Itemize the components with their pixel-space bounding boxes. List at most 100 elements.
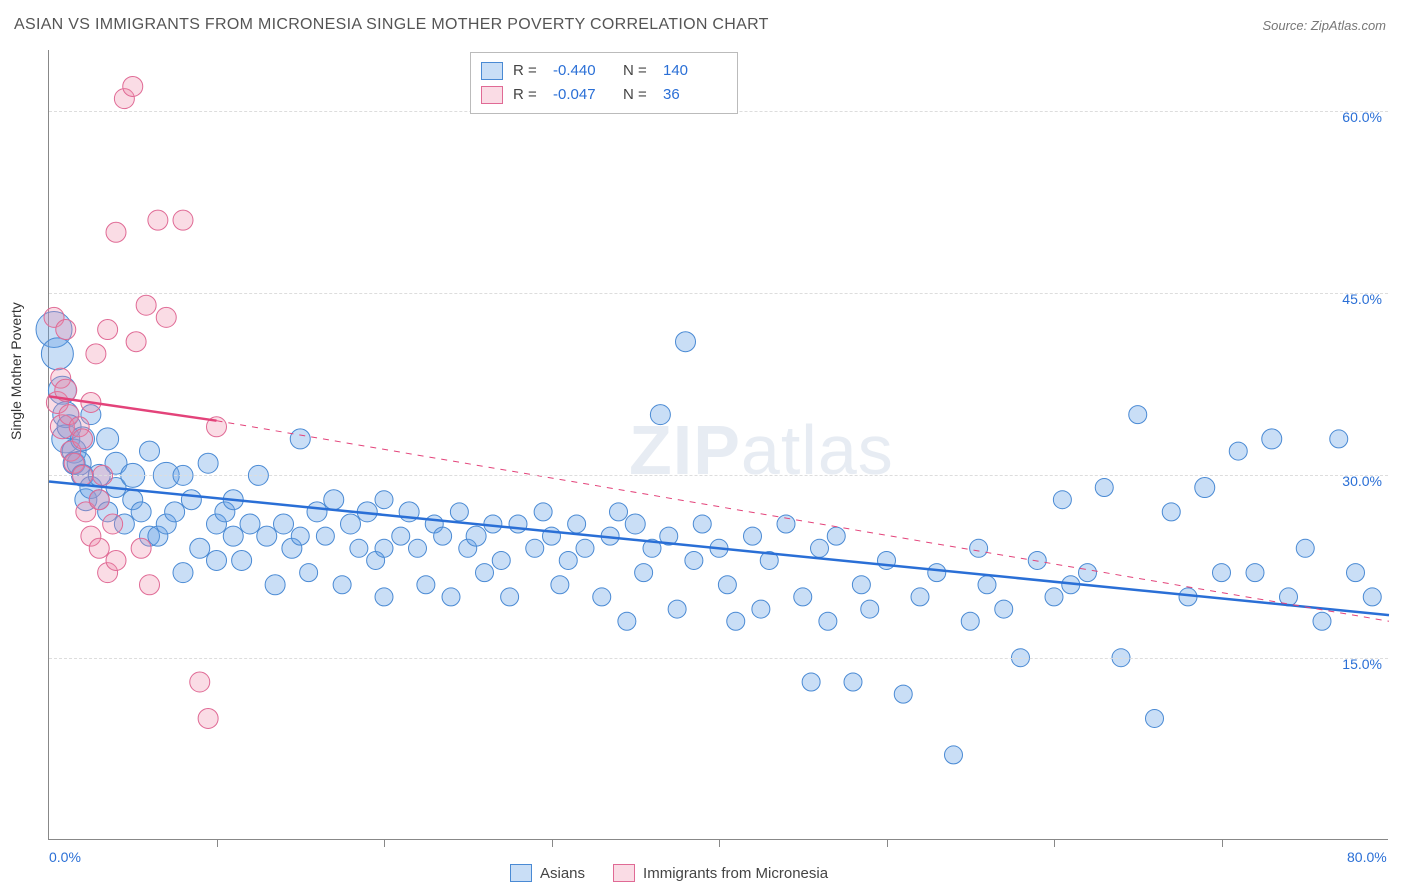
data-point: [41, 338, 73, 370]
data-point: [1162, 503, 1180, 521]
data-point: [1313, 612, 1331, 630]
data-point: [1330, 430, 1348, 448]
data-point: [165, 502, 185, 522]
data-point: [635, 564, 653, 582]
data-point: [126, 332, 146, 352]
data-point: [181, 490, 201, 510]
data-point: [450, 503, 468, 521]
data-point: [894, 685, 912, 703]
data-point: [576, 539, 594, 557]
legend-item-micronesia: Immigrants from Micronesia: [613, 864, 828, 882]
data-point: [1079, 564, 1097, 582]
data-point: [744, 527, 762, 545]
data-point: [1347, 564, 1365, 582]
data-point: [1213, 564, 1231, 582]
data-point: [392, 527, 410, 545]
data-point: [290, 429, 310, 449]
data-point: [844, 673, 862, 691]
ytick-label: 60.0%: [1342, 109, 1382, 125]
data-point: [526, 539, 544, 557]
data-point: [300, 564, 318, 582]
legend-series: Asians Immigrants from Micronesia: [510, 864, 828, 882]
legend-swatch-asians-icon: [510, 864, 532, 882]
chart-title: ASIAN VS IMMIGRANTS FROM MICRONESIA SING…: [14, 16, 769, 34]
data-point: [1045, 588, 1063, 606]
data-point: [232, 550, 252, 570]
data-point: [131, 538, 151, 558]
data-point: [316, 527, 334, 545]
data-point: [240, 514, 260, 534]
data-point: [106, 550, 126, 570]
data-point: [559, 551, 577, 569]
data-point: [961, 612, 979, 630]
data-point: [668, 600, 686, 618]
data-point: [819, 612, 837, 630]
data-point: [140, 575, 160, 595]
data-point: [417, 576, 435, 594]
data-point: [291, 527, 309, 545]
data-point: [89, 490, 109, 510]
data-point: [409, 539, 427, 557]
data-point: [727, 612, 745, 630]
chart-container: ASIAN VS IMMIGRANTS FROM MICRONESIA SING…: [0, 0, 1406, 892]
data-point: [265, 575, 285, 595]
data-point: [333, 576, 351, 594]
stat-micro-n: 36: [663, 83, 723, 107]
data-point: [568, 515, 586, 533]
xtick-label: 0.0%: [49, 849, 81, 865]
data-point: [375, 491, 393, 509]
y-axis-label: Single Mother Poverty: [8, 302, 24, 440]
data-point: [190, 672, 210, 692]
legend-stats-row-asians: R = -0.440 N = 140: [481, 59, 723, 83]
stat-label-n: N =: [623, 59, 653, 83]
data-point: [89, 538, 109, 558]
stat-asians-n: 140: [663, 59, 723, 83]
data-point: [970, 539, 988, 557]
data-point: [98, 320, 118, 340]
data-point: [140, 441, 160, 461]
data-point: [718, 576, 736, 594]
legend-stats: R = -0.440 N = 140 R = -0.047 N = 36: [470, 52, 738, 114]
data-point: [534, 503, 552, 521]
data-point: [97, 428, 119, 450]
data-point: [852, 576, 870, 594]
data-point: [148, 210, 168, 230]
data-point: [650, 405, 670, 425]
data-point: [324, 490, 344, 510]
data-point: [466, 526, 486, 546]
data-point: [223, 526, 243, 546]
swatch-asians-icon: [481, 62, 503, 80]
data-point: [911, 588, 929, 606]
data-point: [198, 708, 218, 728]
data-point: [794, 588, 812, 606]
stat-asians-r: -0.440: [553, 59, 613, 83]
data-point: [73, 429, 93, 449]
data-point: [190, 538, 210, 558]
data-point: [625, 514, 645, 534]
data-point: [995, 600, 1013, 618]
data-point: [752, 600, 770, 618]
xtick-label: 80.0%: [1347, 849, 1387, 865]
data-point: [136, 295, 156, 315]
data-point: [375, 539, 393, 557]
data-point: [156, 307, 176, 327]
data-point: [207, 550, 227, 570]
data-point: [693, 515, 711, 533]
data-point: [1053, 491, 1071, 509]
data-point: [501, 588, 519, 606]
data-point: [827, 527, 845, 545]
data-point: [978, 576, 996, 594]
stat-label-n2: N =: [623, 83, 653, 107]
data-point: [1146, 709, 1164, 727]
data-point: [676, 332, 696, 352]
data-point: [1296, 539, 1314, 557]
data-point: [198, 453, 218, 473]
data-point: [492, 551, 510, 569]
data-point: [1246, 564, 1264, 582]
data-point: [1262, 429, 1282, 449]
data-point: [103, 514, 123, 534]
data-point: [131, 502, 151, 522]
swatch-micronesia-icon: [481, 86, 503, 104]
data-point: [274, 514, 294, 534]
data-point: [551, 576, 569, 594]
